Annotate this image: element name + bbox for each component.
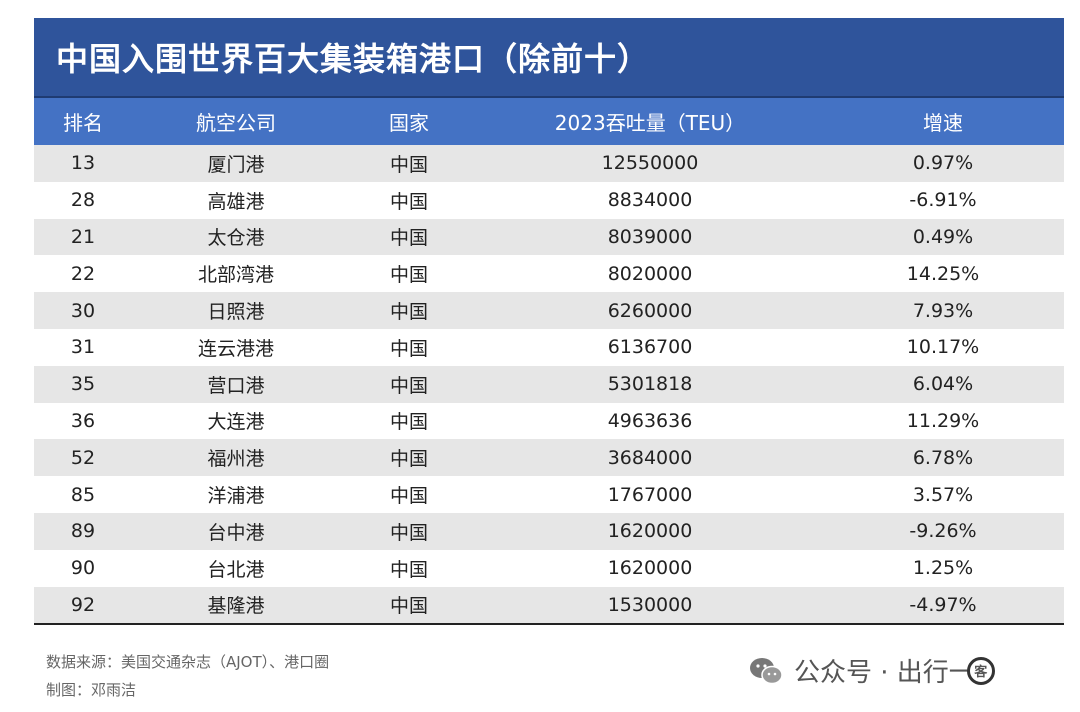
- cell-port: 营口港: [207, 374, 265, 397]
- cell-port: 大连港: [207, 411, 265, 434]
- cell-teu: 8020000: [607, 262, 693, 285]
- cell-teu: 1530000: [607, 593, 693, 616]
- cell-port: 北部湾港: [197, 264, 274, 287]
- cell-rank: 89: [70, 520, 96, 543]
- cell-rank: 28: [70, 189, 96, 212]
- header-country: 国家: [389, 111, 429, 135]
- watermark-text: 公众号 · 出行一: [794, 658, 975, 688]
- cell-growth: 11.29%: [906, 409, 980, 432]
- table-row: 92 基隆港 中国 1530000 -4.97%: [34, 586, 1064, 625]
- cell-teu: 1620000: [607, 557, 693, 580]
- cell-growth: 7.93%: [912, 299, 974, 322]
- cell-country: 中国: [389, 301, 428, 324]
- cell-port: 太仓港: [207, 227, 265, 250]
- table-row: 89 台中港 中国 1620000 -9.26%: [34, 512, 1064, 550]
- table-row: 13 厦门港 中国 12550000 0.97%: [34, 145, 1064, 182]
- cell-rank: 90: [70, 557, 96, 580]
- table-card: 中国入围世界百大集装箱港口（除前十） 排名 航空公司 国家 2023吞吐量（TE…: [34, 18, 1064, 625]
- cell-country: 中国: [389, 558, 428, 581]
- cell-growth: 0.49%: [912, 225, 974, 248]
- cell-rank: 31: [70, 336, 96, 359]
- cell-rank: 92: [70, 593, 96, 616]
- table-row: 52 福州港 中国 3684000 6.78%: [34, 439, 1064, 477]
- cell-port: 厦门港: [207, 153, 265, 176]
- cell-growth: 3.57%: [912, 483, 974, 506]
- cell-rank: 30: [70, 299, 96, 322]
- table-body: 13 厦门港 中国 12550000 0.97% 28 高雄港 中国 8834000 -6.91%…: [34, 145, 1064, 625]
- table-row: 36 大连港 中国 4963636 11.29%: [34, 402, 1064, 440]
- cell-country: 中国: [389, 521, 428, 544]
- cell-port: 台中港: [207, 521, 265, 544]
- cell-rank: 52: [70, 446, 96, 469]
- cell-port: 台北港: [207, 558, 265, 581]
- table-row: 21 太仓港 中国 8039000 0.49%: [34, 218, 1064, 256]
- cell-growth: -6.91%: [909, 189, 977, 212]
- author-note: 制图：邓雨洁: [46, 681, 137, 699]
- header-name: 航空公司: [196, 111, 276, 135]
- source-note: 数据来源：美国交通杂志（AJOT）、港口圈: [46, 653, 330, 671]
- port-table: 排名 航空公司 国家 2023吞吐量（TEU） 增速 13 厦门港 中国 125500…: [34, 96, 1064, 625]
- cell-rank: 22: [70, 262, 96, 285]
- cell-country: 中国: [389, 595, 428, 618]
- cell-teu: 8834000: [607, 189, 693, 212]
- cell-rank: 35: [70, 373, 96, 396]
- cell-country: 中国: [389, 264, 428, 287]
- cell-growth: 14.25%: [906, 262, 980, 285]
- cell-growth: -4.97%: [909, 593, 977, 616]
- table-row: 30 日照港 中国 6260000 7.93%: [34, 292, 1064, 329]
- cell-country: 中国: [389, 153, 428, 176]
- wechat-icon: [750, 657, 783, 684]
- title-bar: 中国入围世界百大集装箱港口（除前十）: [34, 18, 1064, 96]
- cell-port: 基隆港: [207, 595, 265, 618]
- cell-port: 洋浦港: [207, 485, 265, 508]
- cell-port: 福州港: [207, 448, 265, 471]
- cell-country: 中国: [389, 190, 428, 213]
- table-row: 22 北部湾港 中国 8020000 14.25%: [34, 255, 1064, 293]
- table-row: 85 洋浦港 中国 1767000 3.57%: [34, 476, 1064, 513]
- footer: 数据来源：美国交通杂志（AJOT）、港口圈 制图：邓雨洁: [46, 648, 329, 704]
- header-growth: 增速: [923, 111, 963, 135]
- cell-teu: 1620000: [607, 520, 693, 543]
- cell-rank: 36: [70, 409, 96, 432]
- cell-teu: 5301818: [607, 373, 693, 396]
- cell-growth: 6.04%: [912, 373, 974, 396]
- cell-country: 中国: [389, 227, 428, 250]
- cell-teu: 8039000: [607, 225, 693, 248]
- table-row: 31 连云港港 中国 6136700 10.17%: [34, 328, 1064, 366]
- cell-country: 中国: [389, 374, 428, 397]
- cell-teu: 1767000: [607, 483, 693, 506]
- cell-country: 中国: [389, 337, 428, 360]
- table-row: 90 台北港 中国 1620000 1.25%: [34, 549, 1064, 587]
- cell-growth: 0.97%: [912, 152, 974, 175]
- header-rank: 排名: [63, 111, 103, 135]
- cell-growth: -9.26%: [909, 520, 977, 543]
- cell-rank: 13: [70, 152, 96, 175]
- cell-growth: 10.17%: [906, 336, 980, 359]
- cell-port: 日照港: [207, 301, 265, 324]
- cell-teu: 6260000: [607, 299, 693, 322]
- watermark-badge: 客: [966, 656, 995, 685]
- cell-rank: 21: [70, 225, 96, 248]
- cell-teu: 12550000: [601, 152, 699, 175]
- cell-country: 中国: [389, 485, 428, 508]
- page-title: 中国入围世界百大集装箱港口（除前十）: [56, 40, 651, 78]
- cell-country: 中国: [389, 411, 428, 434]
- cell-port: 连云港港: [197, 337, 274, 360]
- cell-teu: 3684000: [607, 446, 693, 469]
- cell-teu: 6136700: [607, 336, 693, 359]
- cell-rank: 85: [70, 483, 96, 506]
- watermark: 公众号 · 出行一 客: [748, 652, 995, 689]
- table-row: 35 营口港 中国 5301818 6.04%: [34, 365, 1064, 403]
- header-row: 排名 航空公司 国家 2023吞吐量（TEU） 增速: [34, 97, 1064, 145]
- table-row: 28 高雄港 中国 8834000 -6.91%: [34, 181, 1064, 219]
- cell-growth: 1.25%: [912, 557, 974, 580]
- cell-teu: 4963636: [607, 409, 693, 432]
- cell-port: 高雄港: [207, 190, 265, 213]
- cell-country: 中国: [389, 448, 428, 471]
- cell-growth: 6.78%: [912, 446, 974, 469]
- header-teu: 2023吞吐量（TEU）: [554, 111, 746, 135]
